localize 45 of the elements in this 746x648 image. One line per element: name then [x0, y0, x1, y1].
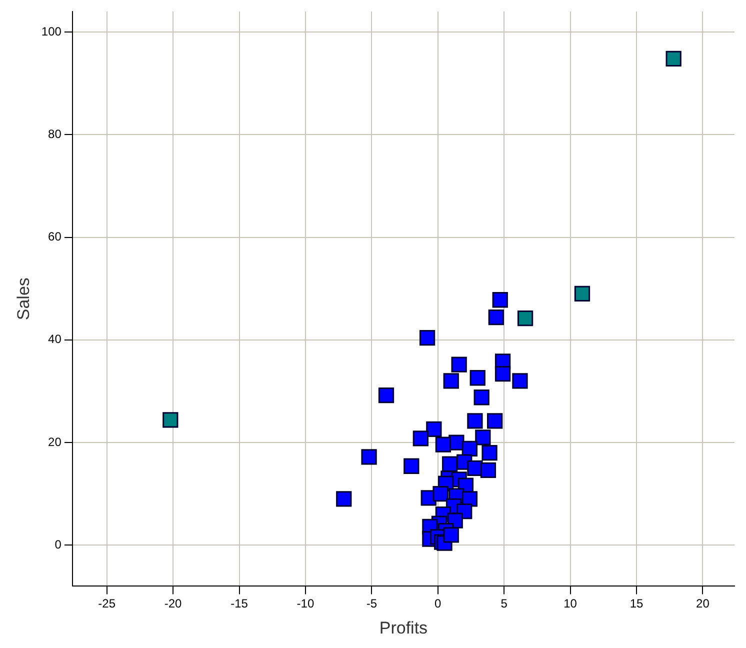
point — [361, 449, 377, 465]
point — [666, 50, 682, 67]
point — [470, 370, 486, 386]
y-axis-title: Sales — [14, 278, 33, 320]
y-tick-label: 100 — [41, 24, 62, 38]
point — [419, 330, 436, 346]
y-tick-label: 0 — [54, 537, 62, 552]
x-tick-label: -20 — [164, 596, 182, 611]
point — [162, 412, 178, 428]
point — [574, 286, 590, 302]
point — [480, 462, 496, 478]
x-tick-label: 0 — [434, 596, 442, 611]
y-tick-label: 80 — [48, 126, 62, 141]
point — [474, 390, 490, 406]
point — [443, 527, 459, 543]
x-tick-label: -15 — [230, 596, 248, 611]
point — [467, 413, 483, 429]
x-axis-title: Profits — [379, 618, 428, 638]
x-tick-label: 5 — [500, 596, 508, 611]
y-tick-label: 60 — [48, 230, 62, 244]
point — [412, 430, 428, 446]
point — [488, 310, 504, 326]
x-tick-label: -5 — [366, 596, 378, 611]
y-tick-label: 20 — [48, 434, 62, 449]
point — [517, 310, 534, 326]
point — [492, 292, 508, 308]
point — [475, 430, 491, 446]
point — [426, 421, 442, 438]
x-tick-label: -25 — [98, 596, 116, 611]
x-tick-label: 10 — [564, 596, 578, 611]
point — [378, 387, 394, 404]
point — [336, 491, 352, 507]
point — [494, 366, 511, 382]
point — [432, 486, 448, 502]
point — [443, 373, 459, 389]
point — [404, 458, 420, 474]
point — [451, 356, 467, 372]
point — [435, 436, 452, 452]
x-tick-label: 15 — [630, 596, 644, 611]
point — [482, 444, 498, 461]
x-tick-label: 20 — [696, 596, 710, 611]
point — [512, 373, 528, 389]
y-tick-label: 40 — [48, 332, 62, 346]
point — [487, 413, 503, 429]
x-tick-label: -10 — [296, 596, 314, 611]
